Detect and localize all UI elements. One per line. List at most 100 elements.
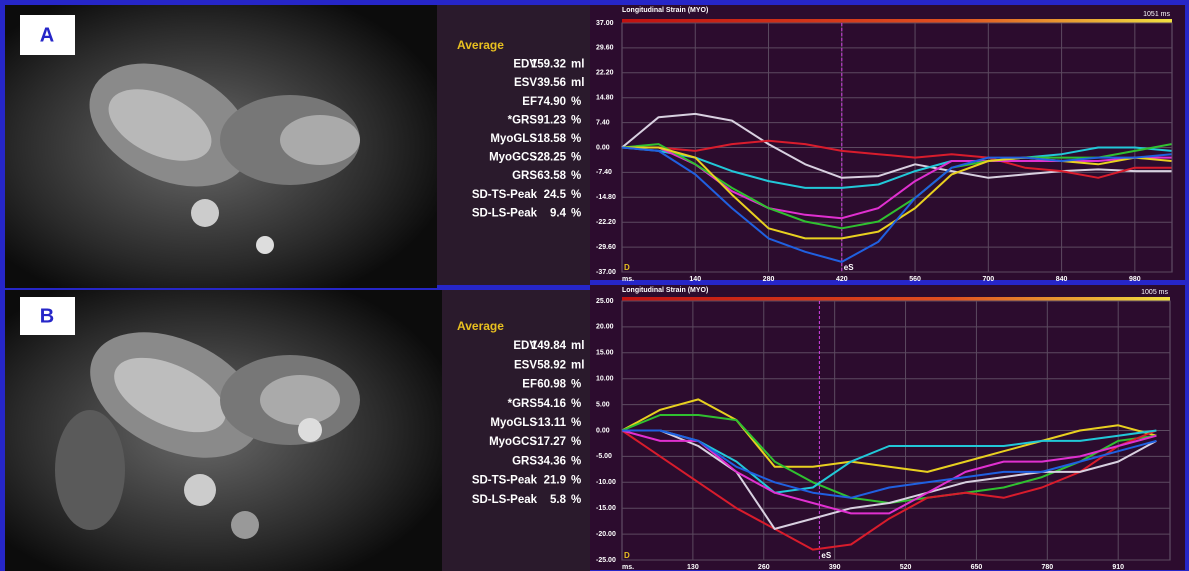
y-tick-label: -10.00: [596, 479, 616, 486]
strain-line: [621, 112, 1172, 179]
row-label: EDV: [513, 340, 537, 352]
row-unit: ml: [571, 59, 584, 71]
row-unit: %: [571, 133, 581, 145]
row-label: MyoGLS: [490, 133, 537, 145]
row-unit: %: [571, 417, 581, 429]
row-value: 63.58: [537, 170, 566, 182]
strain-line: [621, 429, 1157, 515]
mri-image-b: [5, 290, 442, 571]
y-tick-label: 25.00: [596, 298, 614, 305]
y-tick-label: -22.20: [596, 219, 616, 226]
row-label: MyoGCS: [489, 152, 537, 164]
row-label: MyoGLS: [490, 417, 537, 429]
strain-line: [621, 146, 1172, 263]
x-tick-label: 910: [1112, 564, 1124, 571]
row-label: ESV: [514, 359, 537, 371]
row-unit: %: [571, 170, 581, 182]
row-unit: %: [571, 436, 581, 448]
x-unit-label: ms.: [622, 276, 634, 283]
row-label: SD-LS-Peak: [472, 207, 538, 219]
duration-label: 1051 ms: [1143, 11, 1170, 18]
annotation-label: D: [624, 551, 630, 560]
panel-label: A: [40, 24, 54, 46]
row-value: 58.92: [537, 359, 566, 371]
y-tick-label: 20.00: [596, 324, 614, 331]
row-value: 159.32: [531, 59, 566, 71]
row-label: SD-TS-Peak: [472, 189, 538, 201]
row-value: 5.8: [550, 494, 567, 506]
y-tick-label: 29.60: [596, 45, 614, 52]
row-label: GRS: [512, 455, 537, 467]
x-unit-label: ms.: [622, 564, 634, 571]
strain-line: [622, 429, 1157, 530]
y-tick-label: -5.00: [596, 453, 612, 460]
row-label: ESV: [514, 77, 537, 89]
row-value: -18.58: [533, 133, 566, 145]
y-tick-label: -37.00: [596, 269, 616, 276]
x-tick-label: 280: [763, 276, 775, 283]
y-tick-label: 0.00: [596, 427, 610, 434]
x-tick-label: 520: [900, 564, 912, 571]
y-tick-label: 37.00: [596, 20, 614, 27]
strain-line: [622, 139, 1172, 179]
row-label: EF: [522, 96, 537, 108]
strain-line: [621, 398, 1157, 473]
row-unit: %: [571, 189, 581, 201]
y-tick-label: -14.80: [596, 194, 616, 201]
row-unit: %: [571, 114, 581, 126]
x-tick-label: 650: [971, 564, 983, 571]
row-value: 21.9: [544, 475, 566, 487]
panel-label: B: [40, 305, 54, 327]
row-unit: %: [571, 398, 581, 410]
row-unit: %: [571, 207, 581, 219]
x-tick-label: 840: [1056, 276, 1068, 283]
annotation-label: eS: [821, 551, 831, 560]
row-label: SD-TS-Peak: [472, 475, 538, 487]
x-tick-label: 780: [1041, 564, 1053, 571]
x-tick-label: 390: [829, 564, 841, 571]
row-label: EDV: [513, 59, 537, 71]
x-tick-label: 420: [836, 276, 848, 283]
row-unit: %: [571, 152, 581, 164]
annotation-label: D: [624, 263, 630, 272]
annotation-label: eS: [844, 263, 854, 272]
table-title: Average: [457, 38, 504, 52]
top-bar: [622, 19, 1172, 23]
strain-line: [622, 429, 1157, 494]
chart-title: Longitudinal Strain (MYO): [622, 287, 708, 294]
y-tick-label: 0.00: [596, 144, 610, 151]
row-label: *GRS: [508, 114, 538, 126]
x-tick-label: 700: [982, 276, 994, 283]
row-value: 60.98: [537, 379, 566, 391]
chart-background: [590, 285, 1185, 570]
row-value: -13.11: [534, 417, 567, 429]
row-label: EF: [522, 379, 537, 391]
row-label: GRS: [512, 170, 537, 182]
x-tick-label: 560: [909, 276, 921, 283]
row-value: 34.36: [537, 455, 566, 467]
row-value: 74.90: [537, 96, 566, 108]
chart-title: Longitudinal Strain (MYO): [622, 7, 708, 14]
table-title: Average: [457, 319, 504, 333]
x-tick-label: 130: [687, 564, 699, 571]
row-value: 54.16: [537, 398, 566, 410]
top-bar: [622, 297, 1170, 301]
row-unit: %: [571, 455, 581, 467]
strain-line: [621, 429, 1157, 551]
table-panel: [442, 290, 590, 571]
y-tick-label: -20.00: [596, 531, 616, 538]
y-tick-label: -15.00: [596, 505, 616, 512]
y-tick-label: 10.00: [596, 376, 614, 383]
x-tick-label: 260: [758, 564, 770, 571]
y-tick-label: -7.40: [596, 169, 612, 176]
chart-background: [590, 5, 1185, 280]
row-unit: %: [571, 96, 581, 108]
y-tick-label: -29.60: [596, 244, 616, 251]
row-label: SD-LS-Peak: [472, 494, 538, 506]
row-unit: ml: [571, 77, 584, 89]
panel-label-box: [20, 297, 75, 335]
y-tick-label: 15.00: [596, 350, 614, 357]
strain-line: [621, 146, 1172, 189]
